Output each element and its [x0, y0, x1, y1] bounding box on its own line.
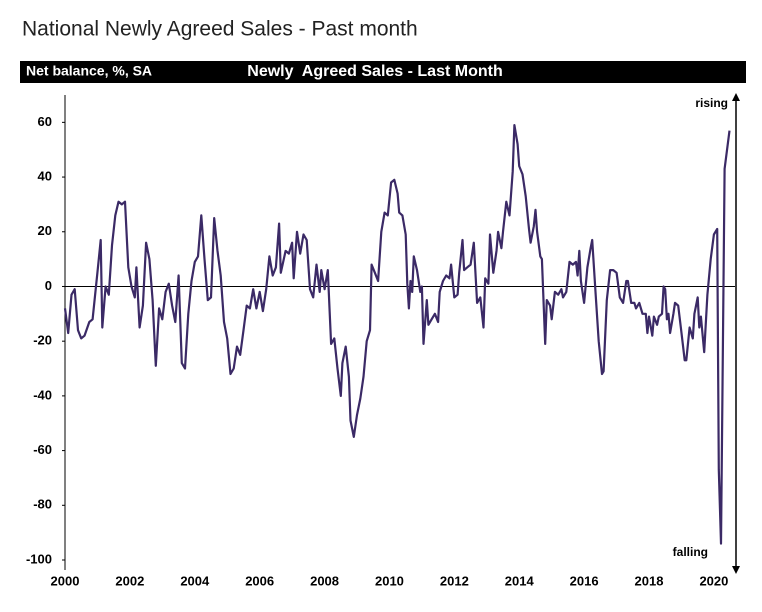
y-tick-label: 0 [45, 278, 52, 293]
y-tick-label: 20 [38, 223, 52, 238]
data-line [63, 124, 731, 545]
x-tick-label: 2012 [440, 573, 469, 588]
x-tick-label: 2018 [635, 573, 664, 588]
x-tick-label: 2006 [245, 573, 274, 588]
x-tick-label: 2014 [505, 573, 535, 588]
x-tick-label: 2000 [51, 573, 80, 588]
annotation: falling [673, 545, 708, 559]
y-tick-label: -60 [33, 442, 52, 457]
y-tick-label: -40 [33, 387, 52, 402]
header-bar [20, 61, 746, 83]
x-tick-label: 2008 [310, 573, 339, 588]
x-tick-label: 2002 [115, 573, 144, 588]
y-tick-label: -80 [33, 497, 52, 512]
y-tick-label: -20 [33, 333, 52, 348]
x-tick-label: 2016 [570, 573, 599, 588]
y-tick-label: 60 [38, 114, 52, 129]
chart-header: Newly Agreed Sales - Last Month [247, 63, 502, 80]
page-title: National Newly Agreed Sales - Past month [22, 18, 418, 41]
y-tick-label: -100 [26, 551, 52, 566]
y-axis-label: Net balance, %, SA [26, 63, 152, 79]
x-tick-label: 2004 [180, 573, 210, 588]
x-tick-label: 2020 [699, 573, 728, 588]
annotation: rising [695, 96, 728, 110]
y-tick-label: 40 [38, 168, 52, 183]
x-tick-label: 2010 [375, 573, 404, 588]
